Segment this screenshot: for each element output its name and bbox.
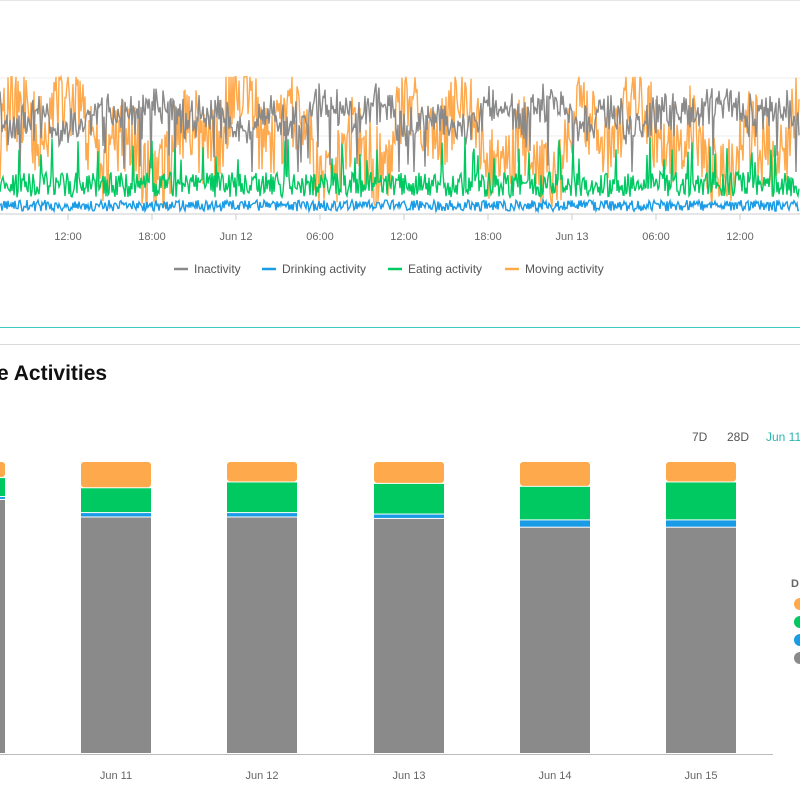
bar-x-label: Jun 14 [538, 770, 571, 782]
top-border [0, 0, 800, 1]
bar-legend-header: D [791, 578, 799, 590]
x-tick-label: 12:00 [390, 231, 418, 243]
bar-segment-eating[interactable] [0, 478, 5, 497]
legend-dot-inactivity[interactable] [794, 652, 800, 664]
bar-segment-inactivity[interactable] [520, 527, 590, 753]
bar-x-label: Jun 11 [100, 770, 132, 782]
legend-dot-moving[interactable] [794, 598, 800, 610]
x-tick-label: Jun 13 [555, 231, 588, 243]
bar-segment-eating[interactable] [520, 486, 590, 520]
line-chart-x-ticks: 12:00 18:00 Jun 12 06:00 12:00 18:00 Jun 13 06:… [54, 214, 754, 243]
bar-segment-inactivity[interactable] [0, 499, 5, 753]
bar-segment-moving[interactable] [666, 462, 736, 482]
bar-segment-moving[interactable] [0, 462, 5, 478]
range-date-button[interactable]: Jun 11 [766, 430, 800, 444]
x-tick-label: 12:00 [54, 231, 82, 243]
bar-segment-drinking[interactable] [666, 520, 736, 527]
bar-chart-x-labels: Jun 11 Jun 12 Jun 13 Jun 14 Jun 15 [100, 770, 718, 782]
section-title: e Activities [0, 362, 108, 385]
line-chart-series [0, 74, 800, 214]
bar-segment-inactivity[interactable] [666, 527, 736, 753]
x-tick-label: 12:00 [726, 231, 754, 243]
legend-label[interactable]: Inactivity [194, 262, 241, 276]
bar-segment-moving[interactable] [520, 462, 590, 486]
bar-segment-drinking[interactable] [81, 513, 151, 517]
bar-segment-inactivity[interactable] [227, 517, 297, 753]
legend-label[interactable]: Drinking activity [282, 262, 366, 276]
bar-segment-moving[interactable] [227, 462, 297, 482]
bar-segment-drinking[interactable] [0, 497, 5, 499]
bar-chart-bars [0, 462, 773, 755]
line-chart-legend: Inactivity Drinking activity Eating activi… [174, 262, 604, 276]
series-line-eating [0, 137, 800, 200]
x-tick-label: 18:00 [474, 231, 502, 243]
series-line-inactivity [0, 83, 800, 173]
x-tick-label: 06:00 [642, 231, 670, 243]
bar-segment-inactivity[interactable] [374, 518, 444, 753]
bar-x-label: Jun 12 [245, 770, 278, 782]
bar-segment-drinking[interactable] [227, 513, 297, 517]
legend-dot-eating[interactable] [794, 616, 800, 628]
x-tick-label: 06:00 [306, 231, 334, 243]
bar-segment-eating[interactable] [374, 483, 444, 514]
bar-segment-inactivity[interactable] [81, 517, 151, 753]
bar-segment-drinking[interactable] [520, 520, 590, 527]
section-divider-accent [0, 327, 800, 328]
bar-segment-eating[interactable] [666, 482, 736, 520]
bar-segment-moving[interactable] [374, 462, 444, 483]
legend-label[interactable]: Eating activity [408, 262, 482, 276]
range-28d-button[interactable]: 28D [727, 430, 750, 444]
series-line-drinking [0, 197, 800, 214]
activity-line-chart: 12:00 18:00 Jun 12 06:00 12:00 18:00 Jun 13 06:… [0, 74, 800, 276]
bar-segment-drinking[interactable] [374, 514, 444, 518]
daily-activities-bar-chart: Jun 11 Jun 12 Jun 13 Jun 14 Jun 15 [0, 462, 773, 782]
bar-x-label: Jun 13 [392, 770, 425, 782]
bar-segment-eating[interactable] [227, 482, 297, 513]
legend-label[interactable]: Moving activity [525, 262, 604, 276]
range-7d-button[interactable]: 7D [692, 430, 708, 444]
x-tick-label: Jun 12 [219, 231, 252, 243]
series-line-moving [0, 74, 800, 208]
bar-segment-eating[interactable] [81, 488, 151, 513]
bar-x-label: Jun 15 [684, 770, 717, 782]
bar-segment-moving[interactable] [81, 462, 151, 488]
section-divider [0, 344, 800, 345]
x-tick-label: 18:00 [138, 231, 166, 243]
legend-dot-drinking[interactable] [794, 634, 800, 646]
